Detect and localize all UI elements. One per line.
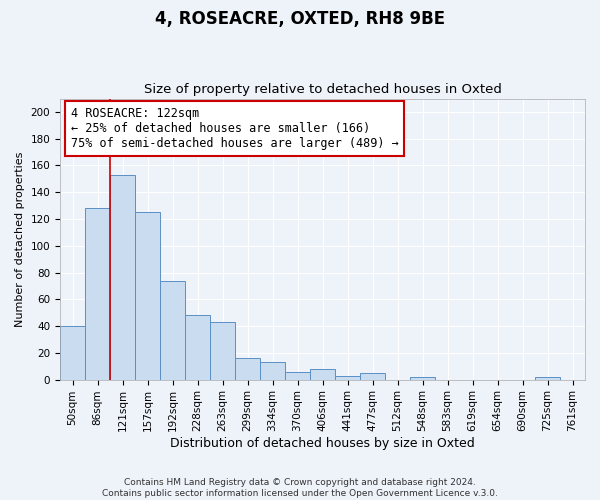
Bar bbox=[285, 372, 310, 380]
Bar bbox=[135, 212, 160, 380]
Bar bbox=[535, 377, 560, 380]
Bar bbox=[360, 373, 385, 380]
Title: Size of property relative to detached houses in Oxted: Size of property relative to detached ho… bbox=[143, 83, 502, 96]
Text: 4, ROSEACRE, OXTED, RH8 9BE: 4, ROSEACRE, OXTED, RH8 9BE bbox=[155, 10, 445, 28]
Bar bbox=[110, 175, 135, 380]
Bar bbox=[160, 280, 185, 380]
Bar bbox=[410, 377, 435, 380]
Text: 4 ROSEACRE: 122sqm
← 25% of detached houses are smaller (166)
75% of semi-detach: 4 ROSEACRE: 122sqm ← 25% of detached hou… bbox=[71, 107, 398, 150]
X-axis label: Distribution of detached houses by size in Oxted: Distribution of detached houses by size … bbox=[170, 437, 475, 450]
Bar bbox=[310, 369, 335, 380]
Bar bbox=[335, 376, 360, 380]
Text: Contains HM Land Registry data © Crown copyright and database right 2024.
Contai: Contains HM Land Registry data © Crown c… bbox=[102, 478, 498, 498]
Bar bbox=[60, 326, 85, 380]
Y-axis label: Number of detached properties: Number of detached properties bbox=[15, 152, 25, 327]
Bar bbox=[260, 362, 285, 380]
Bar bbox=[210, 322, 235, 380]
Bar bbox=[85, 208, 110, 380]
Bar bbox=[185, 316, 210, 380]
Bar bbox=[235, 358, 260, 380]
